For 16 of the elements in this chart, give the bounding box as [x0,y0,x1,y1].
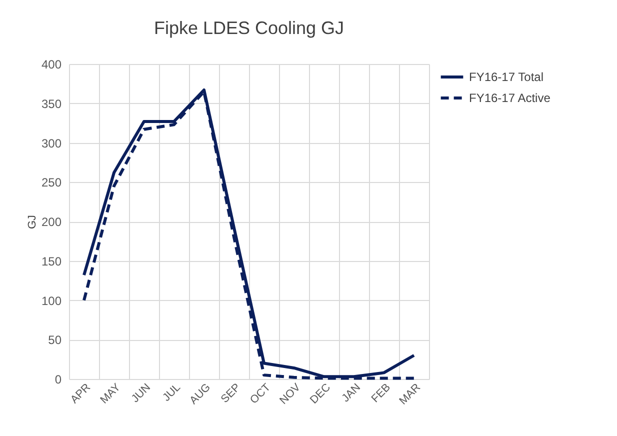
x-tick-label: JAN [340,381,364,405]
y-tick-label: 250 [41,176,62,190]
y-tick-label: 350 [41,96,62,111]
x-tick-label: FEB [369,382,393,406]
y-tick-label: 400 [41,58,62,72]
y-axis-title: GJ [26,214,38,230]
legend-label: FY16-17 Total [469,70,544,84]
y-tick-label: 100 [41,294,62,308]
y-tick-label: 0 [54,372,62,386]
y-tick-label: 200 [41,215,62,229]
x-tick-label: JUL [160,382,183,404]
y-tick-label: 150 [41,254,62,268]
chart-title: Fipke LDES Cooling GJ [154,18,344,38]
y-tick-label: 300 [41,136,62,150]
y-tick-label: 50 [48,333,62,348]
legend-label: FY16-17 Active [469,91,551,105]
